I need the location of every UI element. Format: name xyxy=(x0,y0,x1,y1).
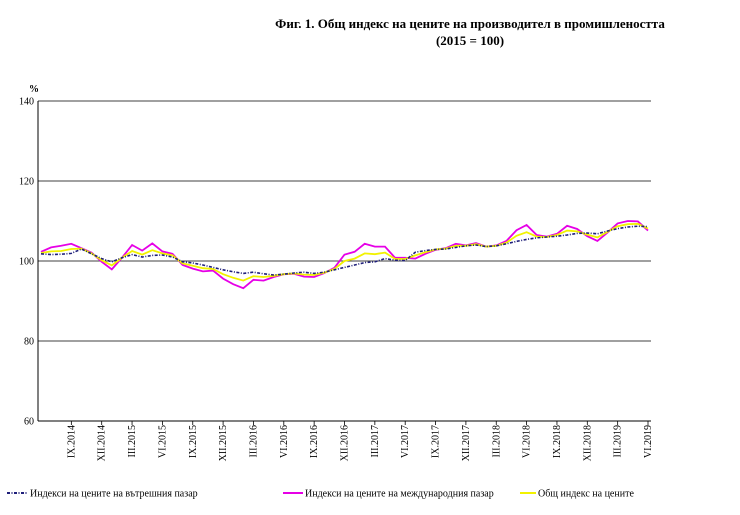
x-tick-label: VI.2015 xyxy=(157,425,168,458)
x-tick-label: VI.2016 xyxy=(279,425,290,458)
y-tick-label: 100 xyxy=(19,257,34,268)
series-line-1 xyxy=(40,225,649,276)
x-tick-label: III.2018 xyxy=(491,425,502,458)
x-tick-label: III.2017 xyxy=(370,425,381,458)
x-tick-label: IX.2018 xyxy=(552,425,563,458)
x-tick-label: XII.2016 xyxy=(340,425,351,461)
x-tick-label: XII.2018 xyxy=(582,425,593,461)
x-tick-label: IX.2014 xyxy=(66,425,77,458)
x-tick-label: III.2019 xyxy=(613,425,624,458)
series-line-3 xyxy=(40,222,649,282)
chart-title: Фиг. 1. Общ индекс на цените на производ… xyxy=(275,16,665,31)
x-tick-label: III.2015 xyxy=(127,425,138,458)
x-tick-label: XII.2017 xyxy=(461,425,472,461)
x-tick-label: VI.2018 xyxy=(522,425,533,458)
x-tick-label: IX.2017 xyxy=(431,425,442,458)
y-tick-label: 120 xyxy=(19,177,34,188)
legend-label-1: Индекси на цените на вътрешния пазар xyxy=(30,489,198,500)
chart-subtitle: (2015 = 100) xyxy=(435,33,505,48)
y-axis-unit: % xyxy=(29,84,39,95)
x-tick-label: III.2016 xyxy=(248,425,259,458)
x-tick-label: XII.2015 xyxy=(218,425,229,461)
x-tick-label: VI.2019 xyxy=(643,425,654,458)
legend-label-3: Общ индекс на цените xyxy=(538,489,634,500)
x-tick-label: IX.2015 xyxy=(188,425,199,458)
legend-label-2: Индекси на цените на международния пазар xyxy=(305,489,494,500)
x-tick-label: IX.2016 xyxy=(309,425,320,458)
y-tick-label: 140 xyxy=(19,97,34,108)
x-tick-label: VI.2017 xyxy=(400,425,411,458)
x-tick-label: XII.2014 xyxy=(97,425,108,461)
y-tick-label: 60 xyxy=(24,417,34,428)
y-tick-label: 80 xyxy=(24,337,34,348)
